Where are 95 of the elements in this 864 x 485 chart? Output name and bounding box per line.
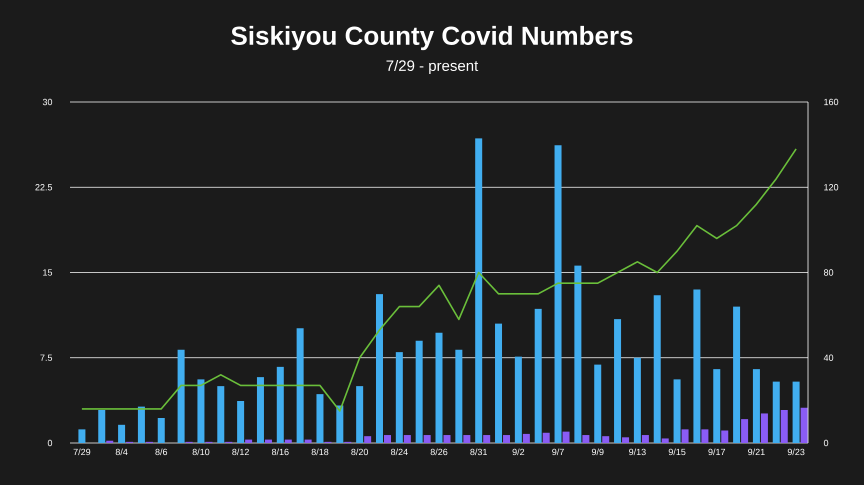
x-tick-label: 8/31 xyxy=(470,448,487,456)
bar xyxy=(118,424,126,443)
bar xyxy=(78,429,86,443)
bar xyxy=(276,366,284,443)
bar xyxy=(356,386,364,443)
x-tick-label: 8/10 xyxy=(192,448,210,456)
bar xyxy=(364,436,372,443)
bar xyxy=(404,435,411,443)
bar xyxy=(522,434,530,443)
bar xyxy=(752,369,760,443)
x-tick-label: 9/9 xyxy=(592,448,604,456)
x-tick-label: 8/20 xyxy=(351,448,368,456)
bar xyxy=(416,340,423,443)
bar xyxy=(594,364,602,443)
bar xyxy=(376,294,383,443)
bar xyxy=(662,438,669,443)
x-tick-label: 9/21 xyxy=(748,448,765,456)
x-tick-label: 9/15 xyxy=(668,448,686,456)
bar xyxy=(713,369,720,443)
x-tick-label: 9/2 xyxy=(512,448,524,456)
bar xyxy=(444,435,451,443)
bar xyxy=(654,295,661,443)
x-tick-label: 9/13 xyxy=(629,448,646,456)
x-tick-label: 9/23 xyxy=(788,448,804,456)
bar xyxy=(396,352,403,443)
x-tick-label: 8/26 xyxy=(430,448,448,456)
y-tick-label: 7.5 xyxy=(40,354,52,361)
y-tick-label: 30 xyxy=(42,98,52,106)
bar xyxy=(534,308,542,443)
bar xyxy=(682,429,689,443)
x-tick-label: 7/29 xyxy=(74,448,90,456)
bar xyxy=(634,358,641,443)
bar xyxy=(542,432,550,443)
y-tick-label: 0 xyxy=(48,440,52,446)
bar xyxy=(693,290,700,443)
bar xyxy=(483,435,490,443)
bar xyxy=(264,440,272,443)
bar xyxy=(574,266,582,443)
y-tick-label: 15 xyxy=(43,269,52,276)
x-tick-label: 8/6 xyxy=(155,448,168,456)
bar xyxy=(296,328,304,443)
bar xyxy=(424,435,431,443)
x-tick-label: 8/18 xyxy=(312,448,328,456)
x-tick-label: 8/16 xyxy=(272,448,289,456)
bar xyxy=(701,429,708,443)
y2-tick-label: 120 xyxy=(824,184,838,190)
y2-tick-label: 80 xyxy=(824,269,834,276)
bar xyxy=(614,319,622,443)
bar xyxy=(760,413,768,443)
x-tick-label: 9/17 xyxy=(708,448,726,456)
bar xyxy=(178,350,185,443)
chart-subtitle: 7/29 - present xyxy=(386,60,478,74)
x-tick-label: 8/12 xyxy=(232,448,249,456)
bar xyxy=(284,440,292,443)
x-tick-label: 8/4 xyxy=(116,448,128,456)
bar xyxy=(721,430,728,443)
bar xyxy=(503,435,510,443)
bar xyxy=(384,435,391,443)
bar xyxy=(780,410,788,443)
bar xyxy=(316,394,324,443)
y2-tick-label: 0 xyxy=(824,440,828,446)
bar xyxy=(800,408,808,443)
bar xyxy=(463,435,470,443)
bar xyxy=(158,418,165,443)
bar xyxy=(197,379,204,443)
x-tick-label: 8/24 xyxy=(390,448,408,456)
bar xyxy=(455,350,462,443)
bar xyxy=(98,410,106,443)
bar xyxy=(582,435,590,443)
bar xyxy=(562,432,570,443)
bar xyxy=(217,386,224,443)
bar xyxy=(245,440,252,443)
bar xyxy=(514,356,522,443)
bar xyxy=(336,405,344,443)
bar xyxy=(138,406,145,443)
y2-tick-label: 160 xyxy=(824,98,838,106)
bar xyxy=(602,436,610,443)
bar xyxy=(554,145,562,443)
bar xyxy=(772,382,780,443)
chart-title: Siskiyou County Covid Numbers xyxy=(231,26,632,50)
bar xyxy=(475,138,482,443)
bar xyxy=(674,379,681,443)
bar xyxy=(256,377,264,443)
bar xyxy=(495,324,502,443)
bar xyxy=(792,382,800,443)
bar xyxy=(237,400,244,443)
bar xyxy=(741,419,748,443)
bar xyxy=(622,437,630,443)
x-tick-label: 9/7 xyxy=(552,448,564,456)
bar xyxy=(436,332,443,443)
bar xyxy=(642,435,649,443)
bar xyxy=(304,440,312,443)
y-tick-label: 22.5 xyxy=(35,184,52,190)
bar xyxy=(733,306,740,443)
y2-tick-label: 40 xyxy=(824,354,834,361)
